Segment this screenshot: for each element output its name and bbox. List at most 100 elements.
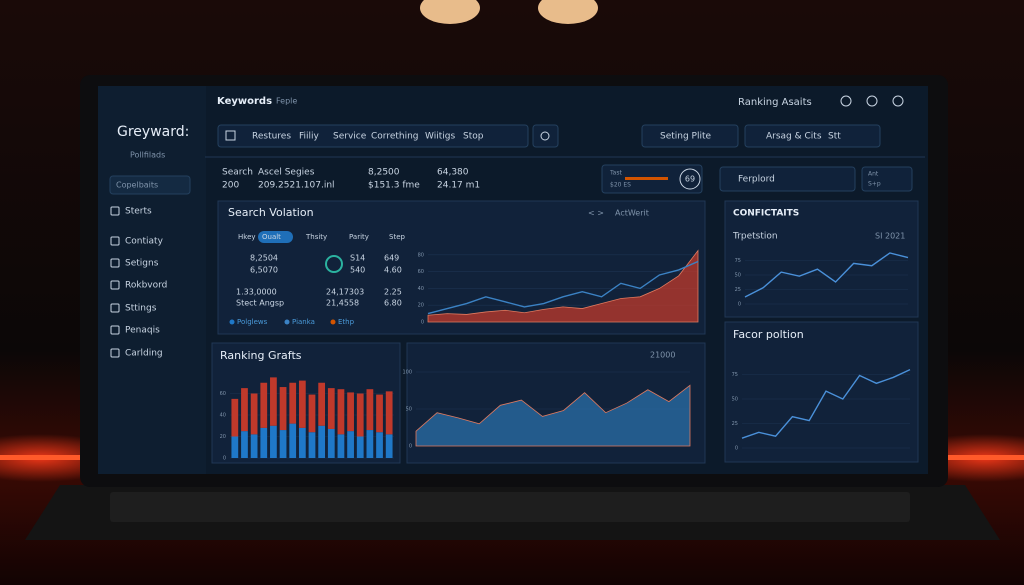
y-tick-label: 40 [418,286,424,292]
header-dropdown[interactable]: Feple [276,97,297,106]
stat-value: 200 [222,181,239,191]
bar [308,394,316,433]
panel-tab[interactable]: Oualt [262,233,281,241]
filter-text: Stt [828,132,841,142]
header-right[interactable]: Ranking Asaits [738,97,812,108]
bar [241,431,248,458]
tab[interactable]: Wiitigs [425,132,455,142]
line [744,252,909,298]
panel-cell: S14 [350,254,365,263]
bar [260,427,268,458]
nav-item[interactable]: Penaqis [125,326,160,336]
y-tick-label: 20 [220,434,226,440]
bar [347,392,354,432]
nav-icon [110,258,120,268]
panel-tab[interactable]: Hkey [238,233,256,241]
y-tick-label: 25 [732,421,738,427]
right-mini-top: Ant [868,171,879,178]
nav-item[interactable]: Rokbvord [125,281,167,291]
volume-panel-content: Hkey Oualt Thsity Parity Step 8,2504 6,5070 S14… [229,233,405,326]
y-tick-label: 60 [418,269,424,275]
y-tick-label: 25 [735,287,741,293]
legend-dot [284,319,290,325]
nav: Sterts Contiaty Setigns Rokbvord Sttings Pena… [110,206,167,359]
ceiling-light [420,0,480,24]
search-box[interactable] [109,175,191,195]
y-tick-label: 20 [418,303,424,309]
icon [540,131,550,141]
bar [250,393,258,435]
annotation: 21000 [650,351,675,360]
y-tick-label: 0 [738,302,741,308]
filter[interactable] [744,124,881,148]
y-tick-label: 75 [735,258,741,264]
y-tick-label: 60 [220,391,226,397]
tab[interactable]: Service [333,132,367,142]
light-strip [0,455,80,460]
stat-value: $151.3 fme [368,181,420,191]
panel-cell: 4.60 [384,266,402,275]
bar [356,436,364,458]
panel-cell: 540 [350,266,365,275]
mini-label: Tast [609,170,622,177]
y-tick-label: 50 [406,407,412,413]
nav-item[interactable]: Sterts [125,207,152,217]
panel-tab[interactable]: Step [389,233,405,241]
nav-item[interactable]: Contiaty [125,237,164,247]
mini-bar [625,177,668,180]
panel [724,321,919,463]
bar [318,425,326,458]
nav-item[interactable]: Setigns [125,259,159,269]
tab[interactable]: Corrething [371,132,419,142]
filter-text: Seting Plite [660,132,712,142]
right-card-label: Ferplord [738,175,775,185]
bar [231,436,239,458]
nav-icon [110,348,120,358]
tab[interactable]: Fiiliy [299,132,320,142]
search-button[interactable] [532,124,559,148]
bar [279,387,287,431]
bar [298,427,306,458]
line [427,260,699,315]
light-strip [948,455,1024,460]
toolbar-tabs: Restures Fiiliy Service Corrething Wiitigs St… [225,130,484,142]
bar [347,431,354,458]
y-tick-label: 0 [223,456,226,462]
y-tick-label: 50 [732,397,738,403]
sidebar [98,86,206,474]
stats: Search 200 Ascel Segies 209.2521.107.inl 8,2… [222,168,480,191]
bar [270,425,277,458]
icon[interactable] [866,95,878,107]
nav-item[interactable]: Carlding [125,349,163,359]
tab[interactable]: Restures [252,132,291,142]
keyboard [110,492,910,522]
icon[interactable] [892,95,904,107]
panel-tab[interactable]: Thsity [305,233,327,241]
legend-item: Ethp [338,318,355,326]
panel-link[interactable]: ActWerit [615,209,649,218]
panel-title: Ranking Grafts [220,349,302,362]
bar [289,423,297,458]
bar [376,432,383,458]
bar [327,388,335,429]
stat-label: Ascel Segies [258,168,315,178]
panel-tab[interactable]: Parity [349,233,369,241]
mini-value: $20 ES [610,182,631,189]
gauge-value: 69 [685,175,695,184]
panel-title: CONFICTAITS [733,209,799,219]
right-mini[interactable] [861,166,913,192]
panel-title: Facor poltion [733,328,804,341]
area [427,249,699,323]
icon[interactable] [840,95,852,107]
bar [279,430,287,458]
bar [337,389,345,435]
y-tick-label: 0 [735,446,738,452]
panel-nav[interactable]: < > [588,209,604,218]
tab[interactable]: Stop [463,132,484,142]
filter[interactable] [641,124,739,148]
bar [337,434,345,458]
area [415,384,691,447]
nav-item[interactable]: Sttings [125,304,157,314]
legend-item: Pianka [292,318,315,326]
